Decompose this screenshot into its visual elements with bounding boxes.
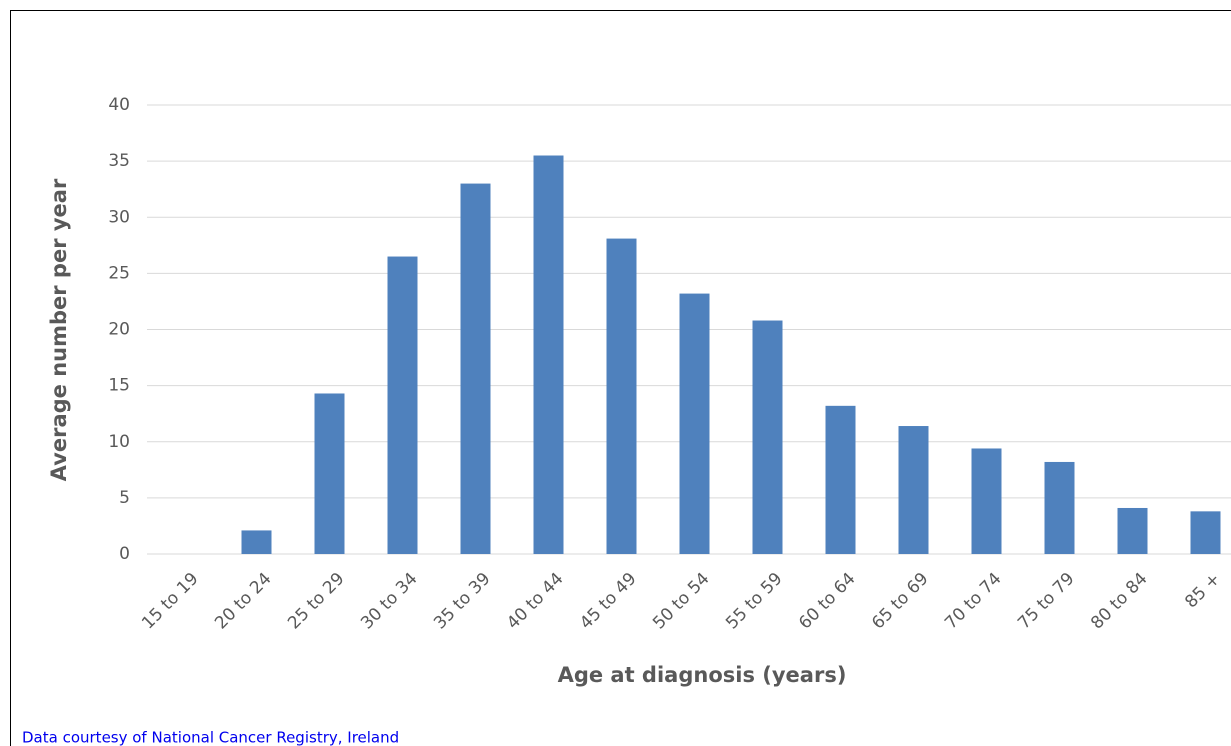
x-tick-label: 85 + bbox=[1181, 569, 1224, 612]
x-tick-label: 65 to 69 bbox=[868, 569, 932, 633]
bar bbox=[752, 320, 783, 554]
x-tick-label: 25 to 29 bbox=[284, 569, 348, 633]
y-tick-label: 10 bbox=[108, 432, 130, 452]
y-tick-label: 20 bbox=[108, 320, 130, 340]
x-tick-label: 60 to 64 bbox=[795, 569, 859, 633]
y-tick-label: 35 bbox=[108, 151, 130, 171]
y-axis-label: Average number per year bbox=[47, 178, 71, 481]
x-tick-label: 70 to 74 bbox=[941, 569, 1005, 633]
bar bbox=[1190, 511, 1221, 554]
x-tick-label: 45 to 49 bbox=[576, 569, 640, 633]
bar bbox=[898, 426, 929, 554]
x-tick-label: 55 to 59 bbox=[722, 569, 786, 633]
y-tick-label: 15 bbox=[108, 376, 130, 396]
x-tick-label: 80 to 84 bbox=[1087, 569, 1151, 633]
x-axis-label: Age at diagnosis (years) bbox=[558, 663, 847, 687]
y-tick-label: 25 bbox=[108, 263, 130, 283]
bar bbox=[971, 448, 1002, 554]
x-tick-label: 20 to 24 bbox=[211, 569, 275, 633]
y-tick-label: 5 bbox=[119, 488, 130, 508]
bar bbox=[533, 155, 564, 554]
x-tick-label: 75 to 79 bbox=[1014, 569, 1078, 633]
y-tick-label: 30 bbox=[108, 207, 130, 227]
y-tick-label: 40 bbox=[108, 95, 130, 115]
x-tick-label: 35 to 39 bbox=[430, 569, 494, 633]
source-note: Data courtesy of National Cancer Registr… bbox=[22, 729, 399, 746]
x-tick-label: 40 to 44 bbox=[503, 569, 567, 633]
y-tick-label: 0 bbox=[119, 544, 130, 564]
chart-border bbox=[10, 10, 1231, 746]
bar bbox=[679, 293, 710, 554]
x-tick-label: 15 to 19 bbox=[138, 569, 202, 633]
x-tick-label: 50 to 54 bbox=[649, 569, 713, 633]
x-tick-label: 30 to 34 bbox=[357, 569, 421, 633]
bar bbox=[241, 530, 272, 554]
bar bbox=[1044, 461, 1075, 554]
bar bbox=[387, 256, 418, 554]
bar bbox=[825, 405, 856, 554]
bar bbox=[606, 238, 637, 554]
bar bbox=[460, 183, 491, 554]
bar bbox=[1117, 507, 1148, 554]
bar bbox=[314, 393, 345, 554]
